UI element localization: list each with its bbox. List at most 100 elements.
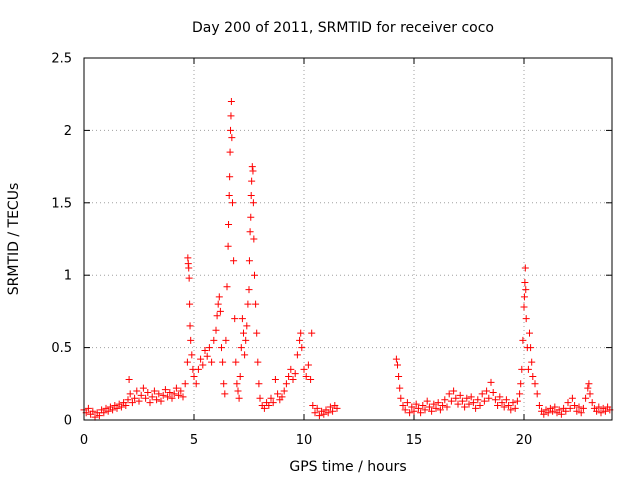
data-point (403, 399, 411, 407)
data-point (168, 394, 176, 402)
data-point (188, 351, 196, 359)
x-tick-label: 10 (296, 433, 313, 448)
data-point (522, 315, 530, 323)
data-point (190, 373, 198, 381)
data-point (287, 365, 295, 373)
data-point (571, 402, 579, 410)
data-point (522, 286, 530, 294)
data-point (242, 336, 250, 344)
data-point (233, 380, 241, 388)
data-point (562, 407, 570, 415)
data-point (575, 403, 583, 411)
data-point (280, 387, 288, 395)
data-point (300, 365, 308, 373)
data-point (518, 365, 526, 373)
data-point (505, 402, 513, 410)
data-point (524, 365, 532, 373)
data-point (241, 351, 249, 359)
data-point (396, 384, 404, 392)
data-point (395, 373, 403, 381)
y-tick-labels: 0 0.5 1 1.5 2 2.5 (51, 52, 72, 429)
data-point (265, 402, 273, 410)
data-point (231, 315, 239, 323)
data-point (170, 390, 178, 398)
data-point (244, 300, 252, 308)
data-point (248, 177, 256, 185)
data-point (139, 384, 147, 392)
x-tick-label: 0 (80, 433, 88, 448)
data-point (417, 409, 425, 417)
data-point (197, 355, 205, 363)
data-point (227, 126, 235, 134)
data-point (298, 344, 306, 352)
data-point (296, 336, 304, 344)
data-point (557, 410, 565, 418)
data-point (192, 380, 200, 388)
data-point (397, 394, 405, 402)
data-point (593, 407, 601, 415)
data-point (177, 387, 185, 395)
data-point (308, 329, 316, 337)
data-point (237, 344, 245, 352)
data-point (185, 264, 193, 272)
data-point (166, 388, 174, 396)
data-point (128, 399, 136, 407)
data-point (251, 271, 258, 279)
data-point (238, 315, 246, 323)
data-point (586, 390, 594, 398)
data-point (228, 134, 236, 142)
data-point (584, 384, 592, 392)
data-point (513, 397, 521, 405)
data-point (289, 375, 297, 383)
data-point (218, 344, 225, 352)
data-point (521, 264, 529, 272)
data-point (212, 326, 220, 334)
data-point (224, 242, 232, 250)
data-point (496, 393, 504, 401)
data-point (247, 192, 255, 200)
data-point (232, 358, 240, 366)
data-point (214, 300, 222, 308)
data-point (245, 286, 253, 294)
data-point (521, 278, 529, 286)
data-point (252, 300, 260, 308)
data-point (450, 387, 458, 395)
data-point (153, 396, 161, 404)
data-point (131, 394, 139, 402)
data-point (201, 346, 209, 354)
data-point (227, 97, 235, 105)
data-point (540, 410, 548, 418)
data-point (133, 387, 141, 395)
data-point (157, 397, 165, 405)
data-point (179, 393, 187, 401)
data-point (219, 358, 227, 366)
data-point (476, 402, 484, 410)
x-tick-label: 15 (406, 433, 423, 448)
data-point (104, 407, 112, 415)
data-point (463, 394, 471, 402)
data-point (267, 394, 275, 402)
data-point (527, 344, 535, 352)
data-point (573, 407, 581, 415)
data-point (91, 413, 99, 421)
data-point (485, 394, 493, 402)
axis-ticks (83, 57, 612, 421)
data-point (494, 402, 502, 410)
data-point (309, 402, 317, 410)
data-point (256, 394, 264, 402)
data-point (315, 412, 323, 420)
data-point (84, 404, 92, 412)
data-point (181, 380, 189, 388)
data-point (320, 410, 328, 418)
data-point (326, 403, 334, 411)
data-point (474, 396, 482, 404)
x-tick-label: 5 (190, 433, 198, 448)
data-point (439, 402, 447, 410)
data-point (392, 355, 400, 363)
data-point (186, 300, 194, 308)
data-point (187, 336, 195, 344)
data-point (307, 375, 315, 383)
data-point (324, 409, 332, 417)
data-point (199, 361, 207, 369)
data-point (159, 391, 167, 399)
